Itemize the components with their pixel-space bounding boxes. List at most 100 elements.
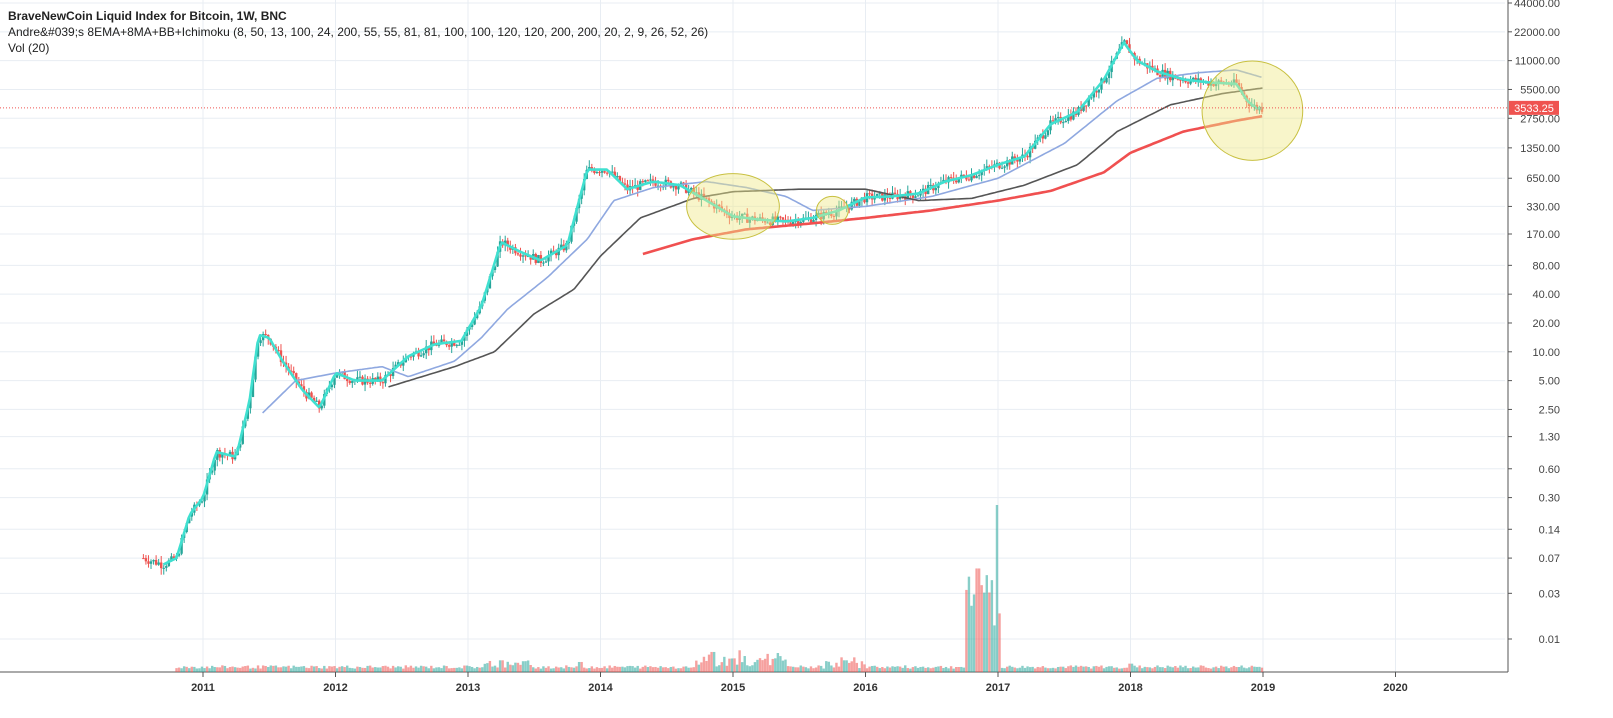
volume-bar <box>1232 665 1236 672</box>
candle-body <box>432 341 436 345</box>
candle-body <box>348 381 351 384</box>
volume-bar <box>478 667 481 672</box>
volume-bar <box>774 658 777 672</box>
volume-bar <box>807 668 810 672</box>
volume-bar <box>442 665 446 672</box>
candle-body <box>1008 160 1011 165</box>
volume-bar <box>567 666 571 672</box>
candle-body <box>1158 75 1162 77</box>
volume-bar <box>516 662 520 672</box>
volume-bar <box>919 666 922 672</box>
volume-bar <box>929 668 932 672</box>
volume-bar <box>651 667 655 672</box>
highlight-ellipse <box>815 195 849 225</box>
volume-bar <box>1034 668 1037 672</box>
y-tick-label: 0.07 <box>1539 553 1560 565</box>
candle-body <box>1018 157 1022 162</box>
volume-bar <box>422 666 425 672</box>
y-tick-label: 2750.00 <box>1520 113 1560 125</box>
candle-body <box>177 553 181 556</box>
volume-bar <box>735 664 739 672</box>
candle-body <box>728 214 731 219</box>
candle-body <box>1051 120 1055 122</box>
candle-body <box>1097 89 1101 93</box>
candle-body <box>654 181 657 186</box>
volume-bar <box>870 665 874 672</box>
volume-bar <box>1199 665 1203 672</box>
volume-bar <box>427 668 430 672</box>
volume-bar <box>1133 665 1136 672</box>
candle-body <box>391 368 395 377</box>
candle-body <box>213 459 216 471</box>
volume-bar <box>654 666 657 672</box>
grid <box>0 0 1505 672</box>
volume-bar <box>282 666 285 672</box>
volume-bar <box>723 656 726 672</box>
volume-bar <box>432 668 436 672</box>
volume-bar <box>1156 665 1159 672</box>
volume-bar <box>641 666 644 672</box>
candle-body <box>554 251 558 256</box>
volume-bar <box>200 666 204 672</box>
candle-body <box>646 180 650 182</box>
volume-bar <box>904 665 907 672</box>
volume-bar <box>888 667 892 672</box>
candle-body <box>779 216 782 218</box>
volume-bar <box>552 668 555 672</box>
volume-bar <box>842 660 846 672</box>
volume-bar <box>498 660 502 672</box>
volume-bar <box>1095 665 1098 672</box>
volume-bar <box>305 667 308 672</box>
volume-bar <box>881 666 884 672</box>
volume-bar <box>371 667 374 672</box>
candle-body <box>858 200 861 206</box>
volume-bar <box>259 668 262 672</box>
volume-bar <box>626 666 629 672</box>
candle-body <box>695 192 698 194</box>
volume-bar <box>315 666 318 672</box>
volume-bar <box>458 667 461 672</box>
volume-bar <box>720 662 723 672</box>
volume-bar <box>435 667 438 672</box>
highlight-ellipse <box>686 173 780 240</box>
volume-bar <box>346 665 349 672</box>
volume-bar <box>353 668 357 672</box>
volume-bar <box>751 665 754 672</box>
candle-body <box>626 184 629 191</box>
volume-bar <box>570 667 573 672</box>
volume-bar <box>340 666 344 672</box>
candle-body <box>396 362 400 365</box>
volume-bar <box>921 666 925 672</box>
volume-bar <box>993 625 996 672</box>
volume-bar <box>244 666 247 672</box>
candle-body <box>740 213 744 218</box>
candle-body <box>850 201 853 210</box>
volume-bar <box>957 666 960 672</box>
y-tick-label: 22000.00 <box>1514 27 1560 39</box>
volume-bar <box>1074 665 1078 672</box>
candle-body <box>542 262 545 264</box>
volume-bar <box>669 666 673 672</box>
volume-bar <box>1204 667 1208 672</box>
volume-bar <box>1128 663 1131 672</box>
volume-bar <box>1026 666 1029 672</box>
volume-bar <box>267 667 270 672</box>
volume-bar <box>1054 668 1057 672</box>
volume-bar <box>486 663 489 672</box>
candle-body <box>972 174 976 178</box>
volume-bar <box>1253 666 1256 672</box>
candle-body <box>623 183 627 185</box>
candle-body <box>1260 107 1264 112</box>
volume-bar <box>1049 668 1052 672</box>
volume-bar <box>1212 667 1215 672</box>
candle-body <box>172 556 176 559</box>
volume-bar <box>320 668 323 672</box>
candle-body <box>458 344 461 346</box>
volume-bar <box>529 665 532 672</box>
candle-body <box>909 191 912 195</box>
volume-bar <box>526 660 530 672</box>
volume-bar <box>616 666 619 672</box>
volume-bar <box>396 666 400 672</box>
volume-bar <box>195 668 199 672</box>
